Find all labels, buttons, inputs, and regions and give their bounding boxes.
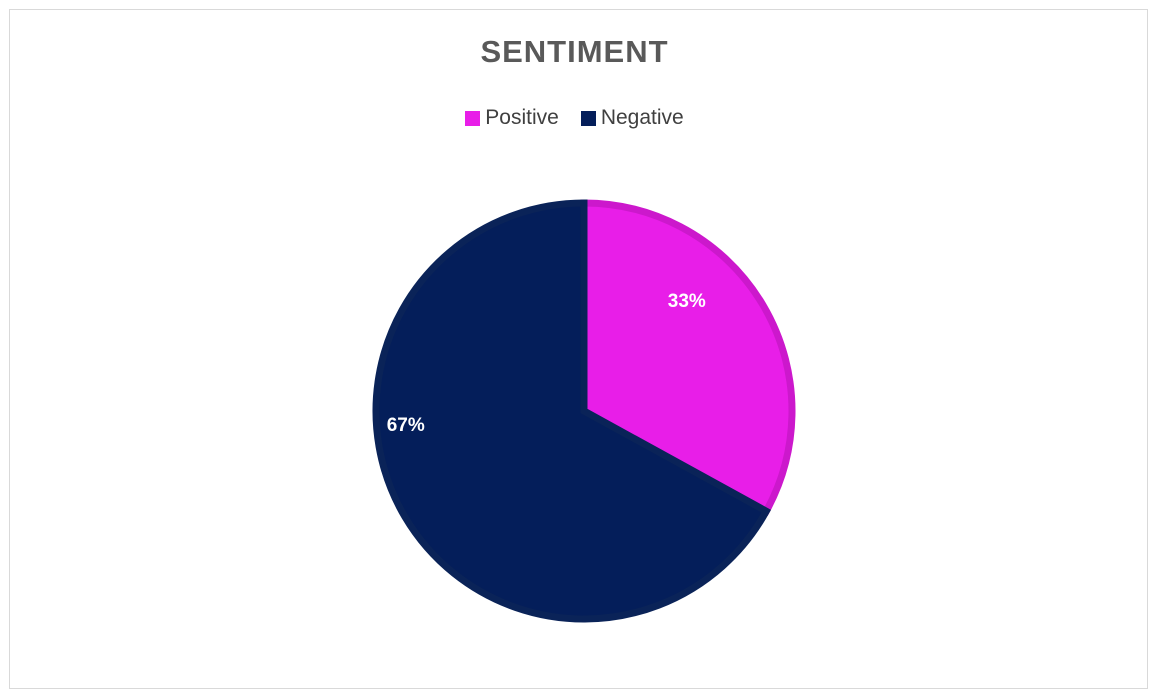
legend-item-negative: Negative [580, 106, 684, 130]
data-label-negative: 67% [387, 415, 425, 436]
legend-label-positive: Positive [485, 106, 559, 129]
pie-data-labels: 33% 67% [387, 291, 706, 436]
data-label-positive: 33% [668, 291, 706, 312]
pie-slice-positive [580, 199, 796, 516]
chart-title: SENTIMENT [480, 34, 669, 69]
pie-slices [372, 199, 796, 623]
legend-swatch-negative [580, 110, 596, 126]
legend-item-positive: Positive [465, 106, 559, 130]
pie-slice-negative [372, 199, 772, 623]
legend: Positive Negative [0, 106, 1149, 130]
legend-swatch-positive [465, 110, 481, 126]
legend-label-negative: Negative [600, 106, 684, 129]
